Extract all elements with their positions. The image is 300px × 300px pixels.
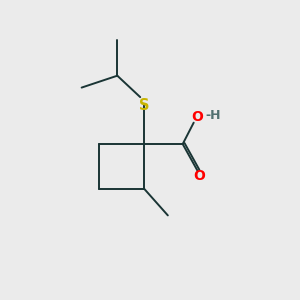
Text: O: O xyxy=(192,110,203,124)
Text: S: S xyxy=(139,98,149,113)
Text: O: O xyxy=(193,169,205,183)
Text: -H: -H xyxy=(205,109,221,122)
